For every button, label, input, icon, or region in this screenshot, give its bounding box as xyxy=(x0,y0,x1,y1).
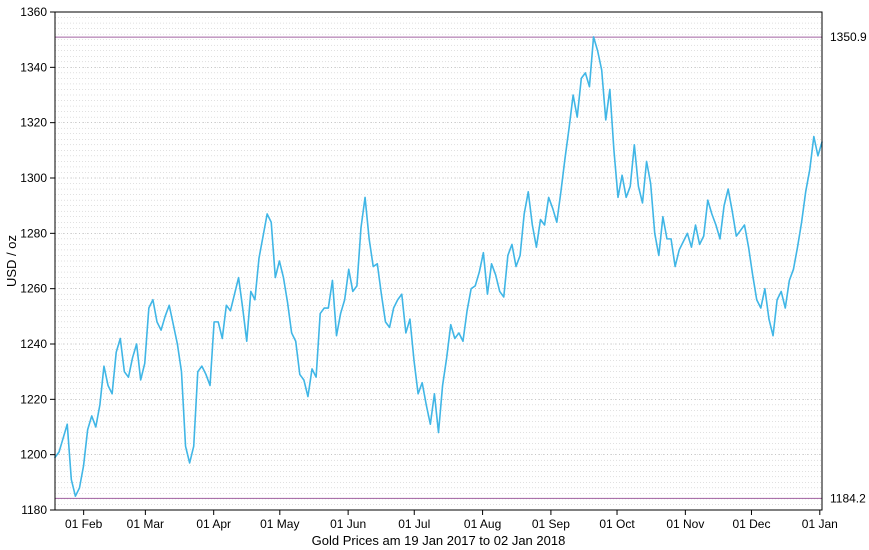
y-tick-label: 1240 xyxy=(20,337,47,351)
x-tick-label: 01 Jun xyxy=(330,517,366,531)
x-tick-label: 01 Nov xyxy=(666,517,704,531)
y-axis-label: USD / oz xyxy=(4,235,19,287)
x-tick-label: 01 Feb xyxy=(65,517,103,531)
y-tick-label: 1340 xyxy=(20,60,47,74)
x-tick-label: 01 May xyxy=(260,517,299,531)
y-tick-label: 1180 xyxy=(21,503,47,517)
x-tick-label: 01 Jul xyxy=(398,517,430,531)
gridlines xyxy=(55,12,822,510)
x-tick-label: 01 Oct xyxy=(599,517,635,531)
x-tick-label: 01 Sep xyxy=(532,517,570,531)
reference-label: 1184.2 xyxy=(830,491,866,505)
chart-caption: Gold Prices am 19 Jan 2017 to 02 Jan 201… xyxy=(312,533,566,548)
x-tick-label: 01 Apr xyxy=(196,517,231,531)
chart-svg: 1180 1200 1220 1240 1260 1280 1300 1320 1340 1360… xyxy=(0,0,869,550)
x-tick-label: 01 Aug xyxy=(464,517,501,531)
reference-label: 1350.9 xyxy=(830,30,867,44)
gold-price-chart: 1180 1200 1220 1240 1260 1280 1300 1320 1340 1360… xyxy=(0,0,869,550)
x-tick-label: 01 Mar xyxy=(127,517,164,531)
x-axis: 01 Feb 01 Mar 01 Apr 01 May 01 Jun 01 Jul 01 A… xyxy=(65,510,838,531)
y-tick-label: 1320 xyxy=(20,116,47,130)
y-tick-label: 1360 xyxy=(20,5,47,19)
y-tick-label: 1300 xyxy=(20,171,47,185)
x-tick-label: 01 Dec xyxy=(732,517,770,531)
y-tick-label: 1220 xyxy=(20,392,47,406)
x-tick-label: 01 Jan xyxy=(802,517,838,531)
y-tick-label: 1260 xyxy=(20,282,47,296)
y-tick-label: 1200 xyxy=(20,448,47,462)
y-tick-label: 1280 xyxy=(20,226,47,240)
